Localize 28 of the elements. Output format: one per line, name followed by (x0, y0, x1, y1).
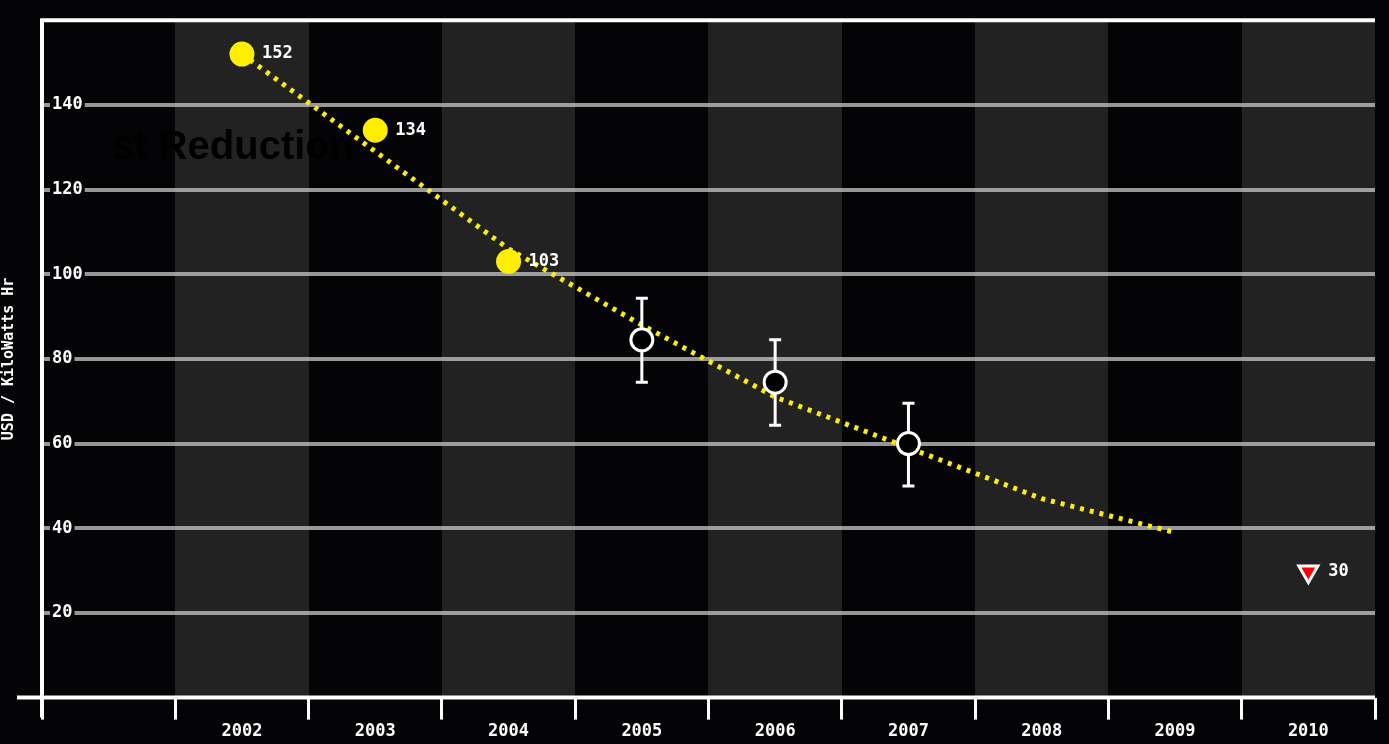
x-tick-label: 2007 (887, 720, 929, 741)
data-label: 30 (1328, 559, 1349, 580)
x-tick-label: 2010 (1287, 720, 1329, 741)
point (762, 369, 788, 395)
x-tick-label: 2008 (1021, 720, 1063, 741)
x-tick-label: 2002 (221, 720, 263, 741)
x-tick-label: 2003 (354, 720, 396, 741)
y-tick-label: 120 (52, 177, 83, 198)
point (496, 249, 522, 275)
y-tick-label: 60 (52, 432, 73, 452)
x-tick-label: 2009 (1154, 720, 1196, 741)
x-tick-label: 2006 (754, 720, 796, 741)
point (362, 117, 388, 143)
point (1297, 564, 1320, 584)
point (229, 41, 255, 67)
data-label: 134 (395, 118, 426, 139)
y-tick-label: 100 (52, 262, 83, 283)
data-label: 103 (528, 249, 560, 270)
y-axis-title: USD / KiloWatts Hr (0, 277, 17, 441)
y-tick-label: 40 (52, 516, 73, 537)
x-tick-label: 2005 (621, 720, 663, 741)
y-tick-label: 20 (52, 601, 73, 622)
point (629, 327, 655, 353)
x-tick-label: 2004 (488, 720, 530, 741)
y-tick-label: 80 (52, 347, 73, 368)
point (895, 431, 921, 457)
y-tick-label: 140 (52, 93, 83, 114)
data-label: 152 (261, 42, 293, 63)
